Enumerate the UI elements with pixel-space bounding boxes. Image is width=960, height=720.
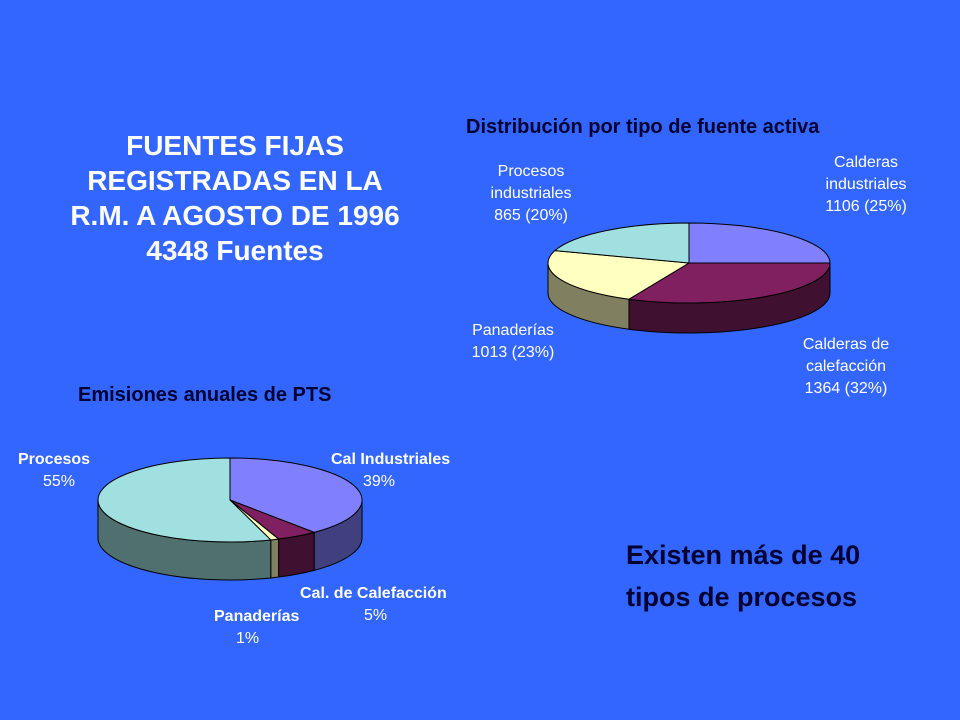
- main-title-line-3: R.M. A AGOSTO DE 1996: [70, 200, 400, 231]
- chart1-value-label: 1013 (23%): [471, 344, 555, 361]
- chart2-slice-name: Panaderías: [214, 608, 300, 625]
- chart1-value-label: 865 (20%): [494, 207, 568, 224]
- chart1-slice-1: [628, 262, 831, 304]
- chart1-title: Distribución por tipo de fuente activa: [466, 116, 820, 138]
- chart1-value-label: 1106 (25%): [825, 198, 907, 215]
- chart1-value-label: 1364 (32%): [804, 380, 888, 397]
- chart2-slice-name: Procesos: [18, 451, 91, 468]
- chart2-value-label: 1%: [236, 630, 260, 647]
- chart2-value-label: 39%: [363, 473, 396, 490]
- chart2-label-panaderias: Panaderías 1%: [214, 606, 299, 650]
- chart2-label-cal-calefaccion: Cal. de Calefacción 5%: [300, 583, 447, 627]
- chart2-label-cal-industriales: Cal Industriales 39%: [331, 449, 450, 493]
- chart1-label-line: Procesos: [497, 163, 565, 180]
- chart2-value-label: 55%: [43, 473, 76, 490]
- chart1-label-panaderias: Panaderías 1013 (23%): [448, 320, 578, 364]
- chart2-slice-name: Cal. de Calefacción: [300, 585, 447, 602]
- main-title-line-4: 4348 Fuentes: [146, 235, 324, 266]
- chart2-slice-3: [97, 457, 272, 543]
- chart1-label-line: Calderas: [833, 154, 899, 171]
- chart1-label-line: Calderas de: [802, 336, 890, 353]
- chart1-slice-0: [688, 222, 831, 264]
- chart1-label-procesos-industriales: Procesos industriales 865 (20%): [466, 161, 596, 227]
- chart2-slice-side-2: [270, 538, 280, 579]
- chart2-label-procesos: Procesos 55%: [18, 449, 90, 493]
- processes-note: Existen más de 40 tipos de procesos: [626, 534, 860, 618]
- chart1-slice-3: [554, 222, 690, 264]
- main-title-line-1: FUENTES FIJAS: [126, 130, 344, 161]
- chart2-slice-side-1: [278, 531, 315, 578]
- chart1-label-line: industriales: [825, 176, 907, 193]
- chart1-label-line: calefacción: [805, 358, 887, 375]
- chart1-label-line: industriales: [490, 185, 572, 202]
- note-line-2: tipos de procesos: [626, 582, 858, 612]
- main-title-line-2: REGISTRADAS EN LA: [87, 165, 383, 196]
- main-title: FUENTES FIJAS REGISTRADAS EN LA R.M. A A…: [40, 128, 430, 268]
- chart1-label-calderas-calefaccion: Calderas de calefacción 1364 (32%): [776, 334, 916, 400]
- chart2-slice-name: Cal Industriales: [331, 451, 451, 468]
- chart1-label-calderas-industriales: Calderas industriales 1106 (25%): [796, 152, 936, 218]
- chart1-slice-2: [547, 250, 690, 300]
- chart2-value-label: 5%: [364, 607, 388, 624]
- chart2-slice-0: [229, 457, 363, 533]
- chart2-title: Emisiones anuales de PTS: [78, 384, 332, 406]
- chart1-label-line: Panaderías: [472, 322, 554, 339]
- note-line-1: Existen más de 40: [626, 540, 861, 570]
